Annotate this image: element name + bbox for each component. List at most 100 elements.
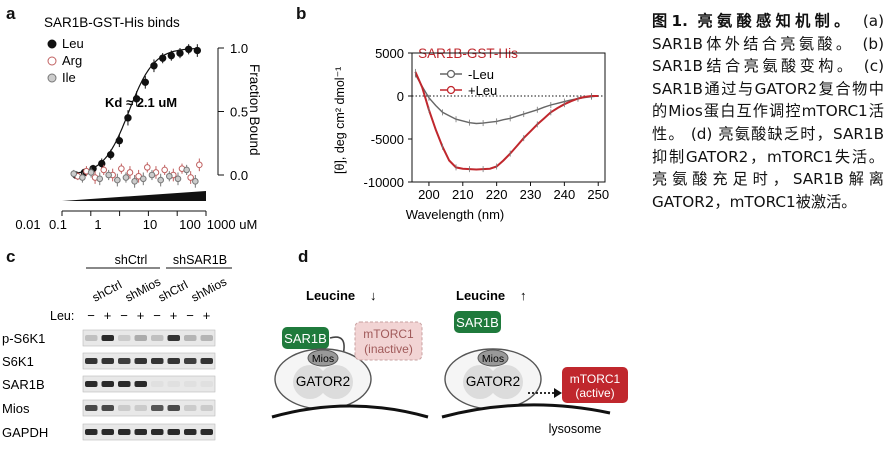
legend-marker-plus-leu — [446, 85, 456, 95]
blot-band — [184, 381, 197, 387]
blot-band — [184, 405, 197, 411]
condition-label: shMios — [123, 274, 163, 304]
x-tick-label: 220 — [486, 187, 508, 202]
data-point-leu — [141, 78, 149, 86]
data-point-leu — [193, 46, 202, 55]
left-mtorc1-inactive-box — [354, 321, 423, 361]
y-tick-label: 1.0 — [230, 41, 248, 56]
lane-leu-sign: + — [170, 308, 178, 323]
caption-line-a: (a) SAR1B体外结合亮氨酸。 — [652, 12, 885, 53]
lane-leu-sign: − — [153, 308, 161, 323]
left-lysosome-membrane — [271, 404, 429, 419]
legend-label-minus-leu: -Leu — [468, 67, 494, 82]
left-mtorc1-state: (inactive) — [364, 342, 413, 356]
blot-band — [101, 381, 114, 387]
blot-band — [200, 381, 213, 387]
blot-band — [151, 381, 164, 387]
down-arrow-icon: ↓ — [370, 288, 377, 303]
left-sar1b-box — [282, 327, 329, 349]
data-point-leu — [167, 51, 176, 60]
data-point-ile — [139, 175, 147, 183]
hill-fit-curve — [75, 47, 200, 174]
cd-line-plus-leu — [414, 71, 599, 171]
right-sar1b-label: SAR1B — [456, 315, 499, 330]
lane-leu-sign: + — [104, 308, 112, 323]
blot-row-label: p-S6K1 — [2, 331, 45, 346]
condition-label: shMios — [189, 274, 229, 304]
blot-band — [167, 358, 180, 364]
blot-band — [167, 429, 180, 435]
cd-y-axis-label: [θ], deg cm² dmol⁻¹ — [333, 67, 347, 174]
blot-band — [118, 358, 131, 364]
leu-row-label: Leu: — [50, 309, 74, 323]
caption-line-c: (c) SAR1B通过与GATOR2复合物中的Mios蛋白互作调控mTORC1活… — [652, 57, 884, 143]
blot-band — [151, 335, 164, 341]
blot-band — [200, 358, 213, 364]
up-arrow-icon: ↑ — [520, 288, 527, 303]
blot-band — [200, 429, 213, 435]
blot-band — [184, 358, 197, 364]
condition-label: shCtrl — [156, 278, 190, 305]
blot-band — [85, 358, 98, 364]
data-point-ile — [157, 176, 164, 184]
x-tick-label: 210 — [452, 187, 474, 202]
x-tick-label: 1 — [94, 217, 101, 232]
panel-d-letter: d — [298, 247, 309, 266]
figure-caption: 图1. 亮氨酸感知机制。 (a) SAR1B体外结合亮氨酸。 (b) SAR1B… — [652, 10, 884, 213]
blot-band — [184, 429, 197, 435]
x-tick-label: 200 — [418, 187, 440, 202]
blot-strip — [82, 375, 216, 393]
caption-line-d: (d) 亮氨酸缺乏时，SAR1B抑制GATOR2，mTORC1失活。亮氨酸充足时… — [652, 124, 885, 211]
right-mtorc1-label: mTORC1 — [570, 372, 621, 386]
data-point-arg — [187, 174, 194, 181]
legend-label-leu: Leu — [62, 36, 84, 51]
data-point-leu — [158, 54, 167, 62]
blot-band — [101, 335, 114, 341]
blot-band — [85, 405, 98, 411]
legend-marker-ile — [47, 73, 57, 83]
left-mios-label: Mios — [312, 353, 334, 365]
blot-strip — [82, 399, 216, 417]
legend-marker-arg — [47, 56, 57, 66]
data-point-ile — [122, 174, 130, 181]
kd-annotation: Kd ≈ 2.1 uM — [105, 95, 177, 110]
lane-leu-sign: + — [203, 308, 211, 323]
data-point-arg — [161, 166, 168, 174]
lane-leu-sign: − — [120, 308, 128, 323]
blot-band — [200, 335, 213, 341]
left-leucine-title: Leucine — [306, 288, 355, 303]
blot-band — [151, 429, 164, 435]
blot-band — [167, 381, 180, 387]
right-mtorc1-active-box — [562, 367, 628, 403]
data-point-ile — [105, 171, 112, 179]
blot-row-label: S6K1 — [2, 354, 34, 369]
blot-band — [85, 429, 98, 435]
left-mios-blob — [307, 349, 339, 367]
blot-band — [167, 405, 180, 411]
right-mios-label: Mios — [482, 353, 504, 365]
panel-d-model-diagram: Leucine ↓ SAR1B Mios GATOR2 mTORC1 (inac… — [271, 288, 628, 436]
data-point-ile — [192, 178, 199, 185]
right-mios-blob — [477, 349, 509, 367]
y-axis-label: Fraction Bound — [247, 64, 262, 156]
concentration-wedge — [62, 191, 206, 201]
x-tick-label: 0.01 — [15, 217, 40, 232]
y-tick-label: 5000 — [375, 46, 404, 61]
blot-row-label: SAR1B — [2, 377, 45, 392]
blot-band — [167, 335, 180, 341]
left-mtorc1-label: mTORC1 — [363, 327, 414, 341]
y-tick-label: -5000 — [371, 132, 404, 147]
x-tick-label: 1000 uM — [207, 217, 258, 232]
caption-line-b: (b) SAR1B结合亮氨酸变构。 — [652, 34, 884, 76]
data-point-ile — [174, 175, 182, 183]
caption-title: 图1. 亮氨酸感知机制。 — [652, 12, 854, 30]
panel-b-letter: b — [296, 4, 307, 23]
right-lysosome-membrane — [441, 403, 611, 419]
data-point-ile — [79, 174, 86, 181]
panel-c-western-blot: shCtrl shSAR1BshCtrlshMiosshCtrlshMiosLeu… — [2, 253, 232, 441]
blot-band — [151, 405, 164, 411]
blot-band — [118, 405, 131, 411]
panel-c-letter: c — [6, 247, 16, 266]
data-point-arg — [196, 161, 203, 169]
legend-label-arg: Arg — [62, 53, 82, 68]
